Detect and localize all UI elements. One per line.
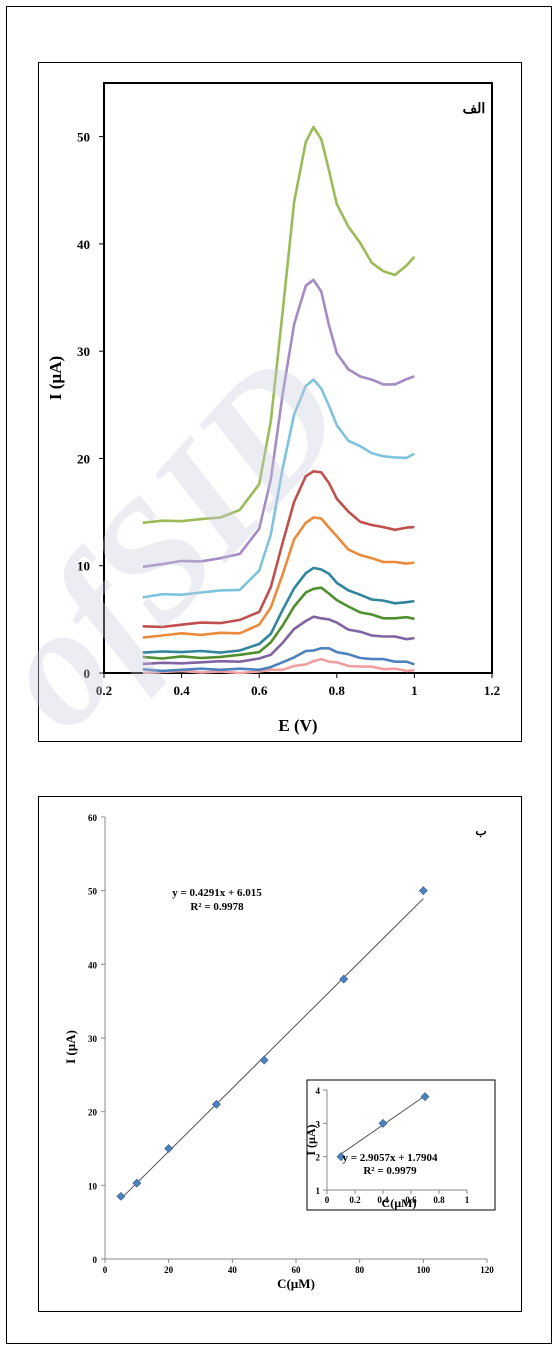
chart-a-x-tick-label: 1 [411, 683, 418, 698]
inset-data-point [336, 1152, 346, 1162]
chart-a-x-tick-label: 0.8 [329, 683, 346, 698]
chart-b-x-tick-label: 80 [355, 1265, 365, 1275]
chart-a-y-tick-label: 50 [77, 130, 90, 145]
chart-b-y-tick-label: 60 [88, 813, 98, 823]
chart-a-x-tick-label: 0.4 [173, 683, 190, 698]
inset-x-tick-label: 0.6 [405, 1195, 417, 1205]
chart-b-data-point [132, 1178, 142, 1188]
chart-b-equation: y = 0.4291x + 6.015 [172, 887, 262, 899]
chart-b-data-point [418, 886, 428, 896]
chart-b-y-tick-label: 50 [88, 887, 98, 897]
chart-b-x-tick-label: 20 [164, 1265, 174, 1275]
inset-x-tick-label: 0.8 [433, 1195, 445, 1205]
chart-a-x-tick-label: 0.6 [251, 683, 268, 698]
inset-y-axis-label: I (µA) [304, 1124, 318, 1155]
chart-b-data-point [116, 1191, 126, 1201]
chart-a-series-line [142, 657, 415, 675]
chart-a-series-line [142, 516, 415, 639]
chart-b-y-tick-label: 20 [88, 1108, 98, 1118]
chart-b-y-tick-label: 30 [88, 1034, 98, 1044]
chart-a-series-line [142, 615, 415, 666]
chart-a-series-line [142, 125, 416, 525]
chart-b-y-tick-label: 40 [88, 960, 98, 970]
inset-x-tick-label: 0 [325, 1195, 330, 1205]
chart-b-y-tick-label: 10 [88, 1181, 98, 1191]
chart-a-panel-label: الف [463, 102, 486, 117]
chart-a-series-line [142, 278, 415, 569]
chart-a-x-axis-label: E (V) [278, 716, 317, 735]
inset-data-point [378, 1118, 388, 1128]
chart-b-data-point [164, 1144, 174, 1153]
chart-a-series-line [142, 566, 415, 654]
chart-a-svg: 0.2 0.4 0.6 0.8 1 1.2 0 10 20 30 40 50 الف E (V) I … [46, 82, 500, 735]
chart-b-x-tick-label: 40 [228, 1265, 238, 1275]
inset-frame [306, 1079, 496, 1211]
chart-a-plot-area [103, 82, 493, 674]
chart-b-x-tick-label: 60 [292, 1265, 302, 1275]
chart-b-r-squared: R² = 0.9978 [190, 901, 244, 913]
page-frame [6, 6, 552, 1344]
chart-a-series-line [142, 378, 416, 599]
inset-points [336, 1092, 430, 1162]
inset-x-axis-label: C(µM) [382, 1196, 417, 1210]
chart-a-y-tick-label: 30 [77, 344, 90, 359]
chart-a-x-tick-label: 1.2 [484, 683, 500, 698]
chart-a-series-line [142, 586, 415, 660]
inset-x-tick-label: 0.4 [377, 1195, 389, 1205]
chart-b-data-point [339, 974, 349, 984]
chart-b-y-tick-label: 0 [93, 1255, 98, 1265]
inset-y-tick-label: 2 [316, 1153, 321, 1163]
chart-a-y-tick-label: 0 [84, 666, 91, 681]
chart-a-ticks: 0.2 0.4 0.6 0.8 1 1.2 0 10 20 30 40 50 [77, 130, 500, 698]
chart-a-y-tick-label: 20 [77, 451, 90, 466]
chart-b-data-point [211, 1099, 221, 1109]
chart-b-x-tick-label: 120 [480, 1265, 494, 1275]
chart-b-x-tick-label: 100 [417, 1265, 431, 1275]
chart-b-x-axis-label: C(µM) [277, 1276, 315, 1291]
inset-r-squared: R² = 0.9979 [363, 1165, 417, 1177]
chart-a-y-tick-label: 10 [77, 559, 90, 574]
chart-b-data-point [259, 1055, 269, 1065]
chart-a-x-tick-label: 0.2 [96, 683, 112, 698]
chart-a-series-line [142, 646, 415, 673]
inset-x-tick-label: 1 [465, 1195, 470, 1205]
chart-b-panel-label: ب [475, 824, 486, 838]
inset-x-tick-label: 0.2 [349, 1195, 361, 1205]
chart-a-series-line [142, 469, 415, 629]
inset-y-tick-label: 4 [316, 1086, 321, 1096]
inset-y-tick-label: 1 [316, 1186, 321, 1196]
inset-ticks: 0 0.2 0.4 0.6 0.8 1 1 2 3 4 [316, 1086, 470, 1205]
chart-b-x-tick-label: 0 [103, 1265, 108, 1275]
inset-y-tick-label: 3 [316, 1119, 321, 1129]
chart-b-points [116, 886, 428, 1201]
chart-a-y-axis-label: I (µA) [46, 356, 65, 400]
chart-panel-a: 0.2 0.4 0.6 0.8 1 1.2 0 10 20 30 40 50 الف E (V) I … [38, 62, 522, 742]
inset-equation: y = 2.9057x + 1.7904 [342, 1152, 438, 1164]
inset-data-point [420, 1092, 430, 1102]
chart-b-y-axis-label: I (µA) [63, 1030, 78, 1064]
chart-a-series [142, 125, 416, 675]
chart-a-y-tick-label: 40 [77, 237, 90, 252]
chart-panel-b: 0 20 40 60 80 100 120 0 10 20 30 40 50 60 ب y = 0.429… [38, 796, 522, 1312]
